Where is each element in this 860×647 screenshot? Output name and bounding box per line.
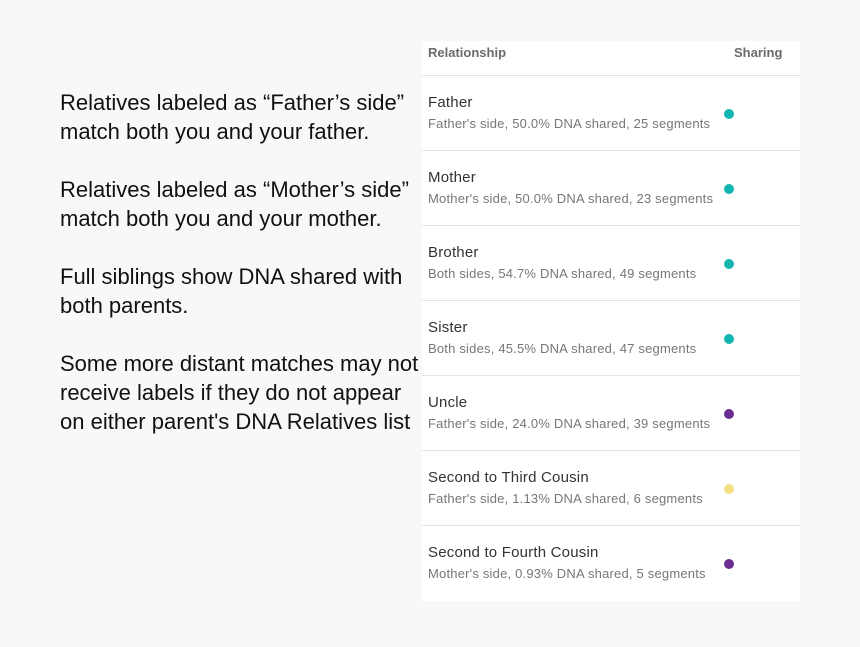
sharing-dot [724, 259, 734, 269]
relatives-table: Relationship Sharing Father Father's side… [422, 41, 800, 601]
relationship-detail: Both sides, 54.7% DNA shared, 49 segment… [428, 265, 697, 281]
relationship-name: Second to Third Cousin [428, 468, 589, 486]
relationship-cell: Second to Fourth Cousin Mother's side, 0.… [428, 526, 726, 601]
relationship-name: Second to Fourth Cousin [428, 544, 599, 561]
relationship-cell: Father Father's side, 50.0% DNA shared, 2… [428, 76, 726, 150]
sharing-dot [724, 184, 734, 194]
relationship-detail: Mother's side, 50.0% DNA shared, 23 segm… [428, 190, 714, 206]
relationship-cell: Uncle Father's side, 24.0% DNA shared, 39… [428, 376, 726, 450]
sharing-dot [724, 109, 734, 119]
table-row: Mother Mother's side, 50.0% DNA shared, 2… [422, 151, 800, 226]
header-cell: Relationship [428, 45, 507, 60]
header-cell: Sharing [734, 45, 783, 60]
table-row: Uncle Father's side, 24.0% DNA shared, 39… [422, 376, 800, 451]
relationship-cell: Brother Both sides, 54.7% DNA shared, 49 … [428, 226, 726, 300]
table-row: Brother Both sides, 54.7% DNA shared, 49 … [422, 226, 800, 301]
table-header: Relationship Sharing [422, 41, 800, 76]
sharing-dot [724, 484, 734, 494]
table-row: Second to Fourth Cousin Mother's side, 0.… [422, 526, 800, 601]
relationship-detail: Father's side, 50.0% DNA shared, 25 segm… [428, 115, 711, 131]
paragraph: Full siblings show DNA shared with both … [60, 264, 403, 318]
relationship-name: Uncle [428, 393, 468, 411]
relationship-name: Father [428, 93, 473, 111]
paragraph: Relatives labeled as “Mother’s side” mat… [60, 177, 409, 231]
relationship-detail: Mother's side, 0.93% DNA shared, 5 segme… [428, 566, 706, 581]
relationship-cell: Sister Both sides, 45.5% DNA shared, 47 s… [428, 301, 726, 375]
relationship-detail: Father's side, 24.0% DNA shared, 39 segm… [428, 415, 711, 431]
relationship-name: Brother [428, 243, 479, 261]
table-row: Sister Both sides, 45.5% DNA shared, 47 s… [422, 301, 800, 376]
sharing-dot [724, 409, 734, 419]
paragraph: Some more distant matches may not receiv… [60, 351, 419, 434]
relationship-name: Sister [428, 318, 468, 336]
explanation: Relatives labeled as “Father’s side” mat… [60, 88, 425, 465]
relationship-name: Mother [428, 168, 476, 186]
relationship-cell: Mother Mother's side, 50.0% DNA shared, 2… [428, 151, 726, 225]
relationship-cell: Second to Third Cousin Father's side, 1.1… [428, 451, 726, 525]
sharing-dot [724, 559, 734, 569]
table-row: Second to Third Cousin Father's side, 1.1… [422, 451, 800, 526]
sharing-dot [724, 334, 734, 344]
relationship-detail: Father's side, 1.13% DNA shared, 6 segme… [428, 490, 703, 506]
relationship-detail: Both sides, 45.5% DNA shared, 47 segment… [428, 340, 697, 356]
paragraph: Relatives labeled as “Father’s side” mat… [60, 90, 405, 144]
table-row: Father Father's side, 50.0% DNA shared, 2… [422, 76, 800, 151]
